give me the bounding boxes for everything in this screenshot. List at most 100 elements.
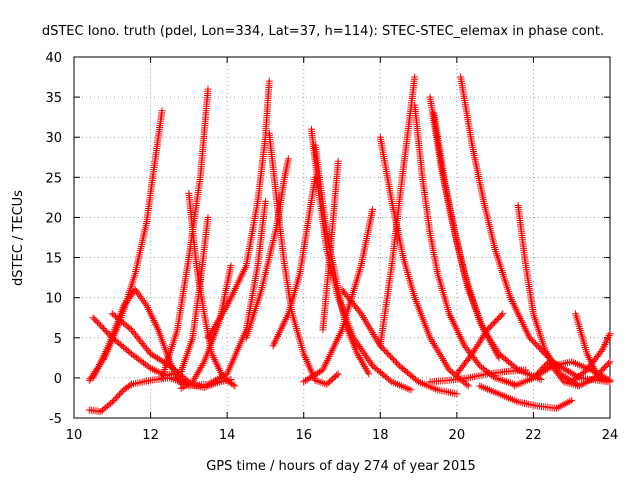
data-point — [581, 367, 589, 375]
data-point — [133, 287, 141, 295]
data-point — [354, 341, 362, 349]
data-point — [94, 318, 102, 326]
data-point — [358, 346, 366, 354]
data-point — [229, 381, 237, 389]
data-point — [120, 302, 128, 310]
data-point — [568, 370, 576, 378]
series-25 — [426, 366, 530, 386]
data-point — [605, 359, 613, 367]
data-point — [193, 371, 201, 379]
series-19 — [376, 133, 472, 390]
data-point — [95, 320, 103, 328]
data-point — [334, 370, 342, 378]
data-point — [192, 372, 200, 380]
data-point — [497, 311, 505, 319]
data-point — [99, 325, 107, 333]
data-point — [359, 348, 367, 356]
data-point — [139, 296, 147, 304]
series-23 — [430, 109, 545, 383]
y-tick-label: 25 — [45, 171, 62, 186]
data-point — [475, 360, 483, 368]
y-tick-label: 35 — [45, 91, 62, 106]
x-tick-label: 22 — [525, 428, 542, 443]
series-5 — [158, 85, 212, 382]
y-tick-label: 20 — [45, 211, 62, 226]
data-point — [384, 350, 392, 358]
data-point — [122, 298, 130, 306]
data-point — [453, 390, 461, 398]
data-point — [141, 300, 149, 308]
data-point — [126, 381, 134, 389]
data-point — [204, 213, 212, 221]
data-point — [604, 333, 612, 341]
series-16 — [319, 157, 342, 334]
data-point — [505, 378, 513, 386]
data-point — [115, 390, 123, 398]
y-tick-label: 30 — [45, 131, 62, 146]
data-point — [363, 366, 371, 374]
data-point — [561, 365, 569, 373]
data-point — [227, 262, 235, 270]
data-point — [566, 369, 574, 377]
data-point — [533, 341, 541, 349]
data-point — [135, 291, 143, 299]
data-point — [126, 293, 134, 301]
data-point — [104, 329, 112, 337]
data-point — [136, 293, 144, 301]
data-point — [102, 328, 110, 336]
data-point — [378, 343, 386, 351]
data-point — [522, 366, 530, 374]
data-point — [385, 351, 393, 359]
data-point — [379, 345, 387, 353]
data-point — [357, 344, 365, 352]
data-point — [357, 357, 365, 365]
data-point — [362, 364, 370, 372]
data-point — [140, 298, 148, 306]
data-point — [353, 350, 361, 358]
y-tick-label: -5 — [49, 412, 62, 427]
data-point — [334, 157, 342, 165]
data-point — [568, 396, 576, 404]
x-tick-label: 24 — [602, 428, 619, 443]
data-point — [413, 377, 421, 385]
data-point — [411, 73, 419, 81]
data-point — [108, 398, 116, 406]
ticks — [73, 56, 611, 419]
data-point — [365, 357, 373, 365]
data-point — [111, 395, 119, 403]
data-point — [499, 310, 507, 318]
data-point — [499, 376, 507, 384]
plot-frame — [73, 56, 611, 419]
data-point — [183, 377, 191, 385]
data-point — [536, 344, 544, 352]
data-point — [204, 85, 212, 93]
data-point — [599, 344, 607, 352]
series-20 — [376, 73, 419, 350]
data-point — [606, 330, 614, 338]
data-point — [394, 360, 402, 368]
data-point — [602, 339, 610, 347]
grid — [74, 57, 610, 418]
series-0 — [85, 107, 166, 384]
data-point — [381, 346, 389, 354]
series-group — [85, 73, 614, 416]
data-point — [360, 350, 368, 358]
data-point — [92, 317, 100, 325]
x-tick-label: 14 — [219, 428, 236, 443]
x-tick-label: 16 — [295, 428, 312, 443]
y-tick-label: 40 — [45, 51, 62, 66]
data-point — [392, 359, 400, 367]
x-axis-label: GPS time / hours of day 274 of year 2015 — [206, 459, 476, 474]
data-point — [113, 393, 121, 401]
data-point — [190, 376, 198, 384]
data-point — [363, 353, 371, 361]
data-point — [125, 295, 133, 303]
data-point — [355, 353, 363, 361]
data-point — [565, 367, 573, 375]
data-point — [195, 367, 203, 375]
data-point — [366, 358, 374, 366]
data-point — [386, 377, 394, 385]
data-point — [89, 314, 97, 322]
y-axis-label: dSTEC / TECUs — [11, 190, 26, 286]
data-point — [110, 396, 118, 404]
